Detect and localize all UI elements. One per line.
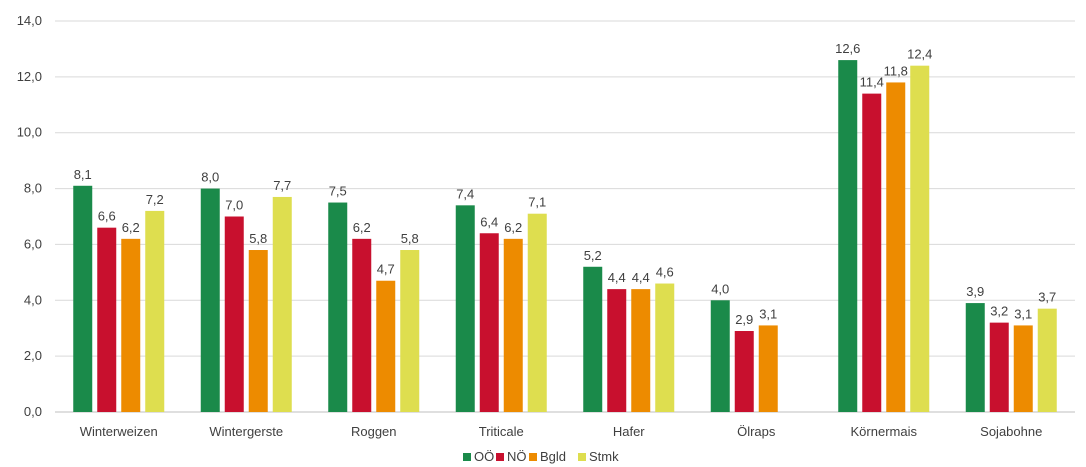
legend-label: Bgld (540, 449, 566, 464)
bar (328, 202, 348, 412)
data-label: 6,4 (480, 214, 498, 229)
legend-swatch (496, 453, 504, 461)
bar (910, 65, 930, 412)
data-label: 3,7 (1038, 290, 1056, 305)
bar (1037, 308, 1057, 412)
y-tick-label: 8,0 (24, 181, 42, 196)
bar (886, 82, 906, 412)
bars (73, 60, 1057, 412)
data-label: 2,9 (735, 312, 753, 327)
legend-label: NÖ (507, 449, 527, 464)
bar (121, 238, 141, 412)
data-label: 5,8 (401, 231, 419, 246)
data-label: 4,4 (608, 270, 626, 285)
bar (503, 238, 523, 412)
data-label: 12,4 (907, 47, 932, 62)
y-tick-label: 0,0 (24, 404, 42, 419)
data-label: 7,2 (146, 192, 164, 207)
bar (607, 289, 627, 412)
bar (583, 266, 603, 412)
bar (1013, 325, 1033, 412)
y-axis-ticks: 0,0 2,0 4,0 6,0 8,0 10,0 12,0 14,0 (17, 13, 42, 419)
data-label: 3,1 (759, 306, 777, 321)
x-category-label: Winterweizen (80, 424, 158, 439)
data-label: 5,2 (584, 248, 602, 263)
data-label: 3,1 (1014, 306, 1032, 321)
legend-swatch (578, 453, 586, 461)
bar (272, 196, 292, 412)
data-label: 8,1 (74, 167, 92, 182)
x-axis-categories: Winterweizen Wintergerste Roggen Triticale H… (80, 424, 1043, 439)
legend-swatch (529, 453, 537, 461)
data-label: 8,0 (201, 170, 219, 185)
data-labels: 8,1 6,6 6,2 7,2 8,0 7,0 5,8 7,7 7,5 6,2 4,7 5,8 7,4 6… (74, 41, 1057, 327)
y-tick-label: 4,0 (24, 292, 42, 307)
bar (989, 322, 1009, 412)
data-label: 5,8 (249, 231, 267, 246)
x-category-label: Wintergerste (209, 424, 283, 439)
y-tick-label: 2,0 (24, 348, 42, 363)
data-label: 7,7 (273, 178, 291, 193)
legend-label: Stmk (589, 449, 619, 464)
x-category-label: Ölraps (737, 424, 776, 439)
bar (455, 205, 475, 412)
data-label: 12,6 (835, 41, 860, 56)
x-category-label: Roggen (351, 424, 397, 439)
legend: OÖ NÖ Bgld Stmk (463, 449, 619, 464)
bar (479, 233, 499, 412)
bar (965, 303, 985, 412)
bar (97, 227, 117, 412)
bar (862, 93, 882, 412)
y-tick-label: 12,0 (17, 69, 42, 84)
data-label: 7,0 (225, 198, 243, 213)
data-label: 3,9 (966, 284, 984, 299)
bar (838, 60, 858, 412)
data-label: 6,2 (504, 220, 522, 235)
data-label: 7,4 (456, 186, 474, 201)
data-label: 6,2 (353, 220, 371, 235)
bar (224, 216, 244, 412)
bar (734, 331, 754, 412)
data-label: 3,2 (990, 304, 1008, 319)
x-category-label: Sojabohne (980, 424, 1042, 439)
data-label: 6,2 (122, 220, 140, 235)
bar (400, 250, 420, 412)
bar (200, 188, 220, 412)
x-category-label: Hafer (613, 424, 645, 439)
bar (758, 325, 778, 412)
data-label: 6,6 (98, 209, 116, 224)
bar (145, 210, 165, 412)
bar (73, 185, 93, 412)
y-tick-label: 14,0 (17, 13, 42, 28)
data-label: 11,4 (860, 75, 884, 90)
bar (527, 213, 547, 412)
bar (376, 280, 396, 412)
data-label: 4,4 (632, 270, 650, 285)
data-label: 4,7 (377, 262, 395, 277)
bar (248, 250, 268, 412)
data-label: 7,5 (329, 184, 347, 199)
data-label: 7,1 (528, 195, 546, 210)
data-label: 4,6 (656, 265, 674, 280)
bar (631, 289, 651, 412)
y-tick-label: 6,0 (24, 236, 42, 251)
y-tick-label: 10,0 (17, 125, 42, 140)
legend-swatch (463, 453, 471, 461)
data-label: 4,0 (711, 281, 729, 296)
bar (352, 238, 372, 412)
x-category-label: Körnermais (851, 424, 918, 439)
bar (655, 283, 675, 412)
data-label: 11,8 (884, 63, 908, 78)
legend-label: OÖ (474, 449, 494, 464)
bar (710, 300, 730, 412)
x-category-label: Triticale (479, 424, 524, 439)
